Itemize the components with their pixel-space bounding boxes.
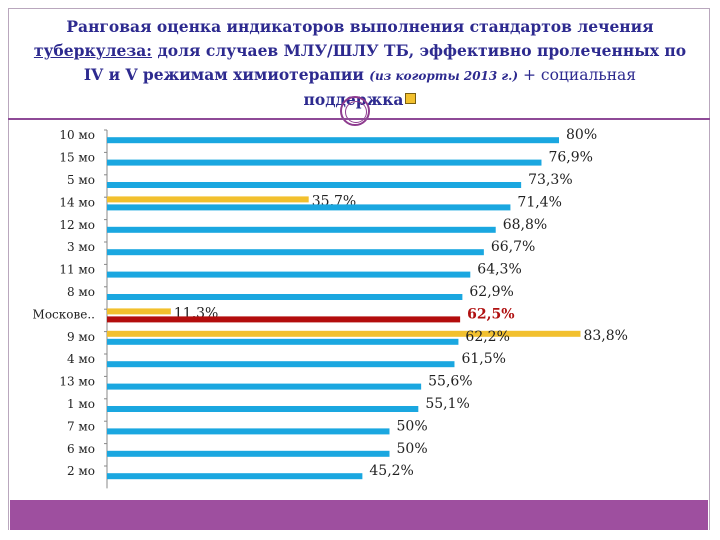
value-label: 62,5%: [467, 306, 514, 322]
title-line-3: IV и V режимам химиотерапии (из когорты …: [9, 63, 711, 88]
main-bar: [107, 406, 419, 412]
main-bar: [107, 361, 455, 368]
title-text-2b: доля случаев МЛУ/ШЛУ ТБ, эффективно прол…: [152, 41, 687, 60]
value-label: 68,8%: [503, 217, 547, 233]
main-bar: [107, 249, 484, 256]
title-line-2: туберкулеза: доля случаев МЛУ/ШЛУ ТБ, эф…: [9, 39, 711, 63]
title-text-1: Ранговая оценка индикаторов выполнения с…: [66, 17, 654, 36]
category-label: 6 мо: [67, 442, 95, 456]
category-label: 8 мо: [67, 285, 95, 299]
title-text-2a: туберкулеза:: [33, 41, 153, 60]
value-label: 71,4%: [517, 194, 561, 210]
main-bar: [107, 338, 459, 345]
category-label: 3 мо: [67, 240, 95, 254]
title-text-3a: IV и V режимам химиотерапии: [83, 65, 364, 84]
main-bar: [107, 182, 522, 188]
main-bar: [107, 428, 390, 435]
support-value-label: 83,8%: [583, 328, 627, 344]
category-label: 9 мо: [67, 330, 95, 344]
category-label: Москове..: [33, 307, 95, 321]
title-line-1: Ранговая оценка индикаторов выполнения с…: [9, 15, 711, 39]
main-bar: [107, 159, 542, 166]
category-label: 14 мо: [59, 195, 95, 209]
value-label: 73,3%: [528, 172, 572, 188]
value-label: 50%: [397, 441, 428, 457]
title-divider: [8, 118, 710, 120]
moscow-bar: [107, 316, 461, 323]
main-bar: [107, 271, 471, 278]
value-label: 50%: [397, 418, 428, 434]
footer-bar: [10, 500, 708, 530]
category-label: 11 мо: [59, 263, 95, 277]
category-label: 2 мо: [67, 464, 95, 478]
value-label: 66,7%: [491, 239, 535, 255]
title-text-3c: + социальная: [518, 66, 637, 84]
main-bar: [107, 450, 390, 457]
support-bar: [107, 308, 171, 315]
support-bar: [107, 196, 309, 203]
bar-chart: 10 мо 80%15 мо 76,9%5 мо 73,3%14 мо 35,7% 71,…: [33, 127, 628, 489]
support-bar: [107, 330, 581, 337]
value-label: 55,1%: [425, 396, 469, 412]
chart-panel: [8, 120, 710, 530]
value-label: 76,9%: [548, 150, 592, 166]
category-label: 1 мо: [67, 397, 95, 411]
main-bar: [107, 204, 511, 211]
value-label: 62,9%: [469, 284, 513, 300]
circle-marker-icon: [340, 96, 370, 126]
category-label: 10 мо: [59, 128, 95, 142]
value-label: 45,2%: [369, 463, 413, 479]
category-label: 7 мо: [67, 419, 95, 433]
value-label: 55,6%: [428, 374, 472, 390]
value-label: 64,3%: [477, 262, 521, 278]
category-label: 4 мо: [67, 352, 95, 366]
main-bar: [107, 294, 463, 300]
legend-square-icon: [405, 93, 417, 104]
title-text-3b: (из когорты 2013 г.): [369, 69, 519, 83]
value-label: 80%: [566, 127, 597, 143]
main-bar: [107, 226, 496, 233]
category-label: 12 мо: [59, 218, 95, 232]
main-bar: [107, 137, 559, 144]
category-label: 15 мо: [59, 151, 95, 165]
category-label: 5 мо: [67, 173, 95, 187]
category-label: 13 мо: [59, 375, 95, 389]
main-bar: [107, 473, 363, 480]
main-bar: [107, 383, 422, 390]
value-label: 62,2%: [465, 329, 509, 345]
value-label: 61,5%: [461, 351, 505, 367]
